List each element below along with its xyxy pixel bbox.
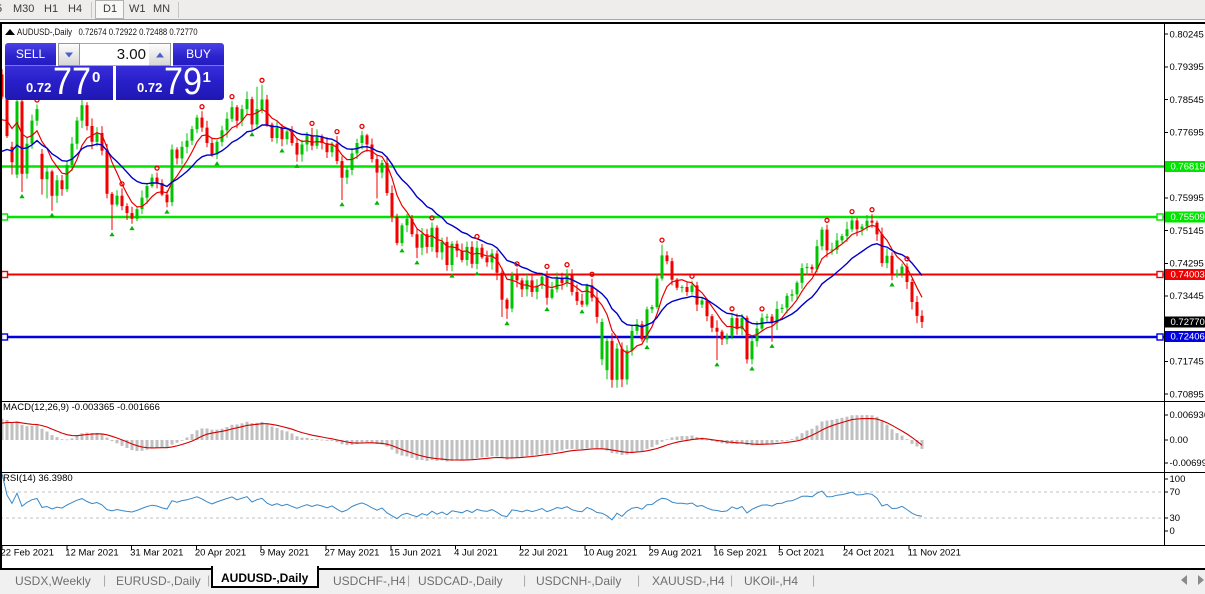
- svg-text:16 Sep 2021: 16 Sep 2021: [713, 548, 767, 559]
- svg-text:0.78545: 0.78545: [1170, 95, 1204, 106]
- svg-text:0.79395: 0.79395: [1170, 62, 1204, 73]
- svg-text:0.006936: 0.006936: [1170, 410, 1205, 421]
- svg-text:31 Mar 2021: 31 Mar 2021: [130, 548, 183, 559]
- svg-text:0.80245: 0.80245: [1170, 29, 1204, 40]
- svg-text:20 Apr 2021: 20 Apr 2021: [195, 548, 246, 559]
- svg-text:30: 30: [1170, 513, 1181, 524]
- svg-text:27 May 2021: 27 May 2021: [325, 548, 380, 559]
- svg-text:4 Jul 2021: 4 Jul 2021: [454, 548, 498, 559]
- svg-text:0.74003: 0.74003: [1171, 270, 1205, 281]
- svg-text:0: 0: [1170, 526, 1175, 537]
- svg-text:0.73445: 0.73445: [1170, 291, 1204, 302]
- svg-text:0.72406: 0.72406: [1171, 332, 1205, 343]
- svg-text:0.72770: 0.72770: [1171, 317, 1205, 328]
- svg-text:24 Oct 2021: 24 Oct 2021: [843, 548, 895, 559]
- svg-text:RSI(14) 36.3980: RSI(14) 36.3980: [3, 473, 73, 484]
- svg-text:0.70895: 0.70895: [1170, 389, 1204, 400]
- svg-text:5 Oct 2021: 5 Oct 2021: [778, 548, 824, 559]
- svg-text:70: 70: [1170, 487, 1181, 498]
- svg-text:0.74295: 0.74295: [1170, 259, 1204, 270]
- svg-text:0.75145: 0.75145: [1170, 226, 1204, 237]
- svg-text:29 Aug 2021: 29 Aug 2021: [649, 548, 702, 559]
- svg-text:22 Feb 2021: 22 Feb 2021: [1, 548, 54, 559]
- svg-text:0.75509: 0.75509: [1171, 212, 1205, 223]
- svg-text:0.75995: 0.75995: [1170, 193, 1204, 204]
- svg-text:15 Jun 2021: 15 Jun 2021: [389, 548, 441, 559]
- svg-text:22 Jul 2021: 22 Jul 2021: [519, 548, 568, 559]
- svg-text:MACD(12,26,9) -0.003365 -0.001: MACD(12,26,9) -0.003365 -0.001666: [3, 402, 160, 413]
- svg-text:9 May 2021: 9 May 2021: [260, 548, 310, 559]
- svg-text:0.77695: 0.77695: [1170, 128, 1204, 139]
- svg-text:12 Mar 2021: 12 Mar 2021: [65, 548, 118, 559]
- svg-text:0.00: 0.00: [1170, 435, 1189, 446]
- svg-text:10 Aug 2021: 10 Aug 2021: [584, 548, 637, 559]
- svg-text:11 Nov 2021: 11 Nov 2021: [908, 548, 961, 559]
- svg-text:0.71745: 0.71745: [1170, 357, 1204, 368]
- svg-text:100: 100: [1170, 474, 1186, 485]
- svg-text:-0.00699: -0.00699: [1170, 458, 1205, 469]
- svg-text:0.76819: 0.76819: [1171, 162, 1205, 173]
